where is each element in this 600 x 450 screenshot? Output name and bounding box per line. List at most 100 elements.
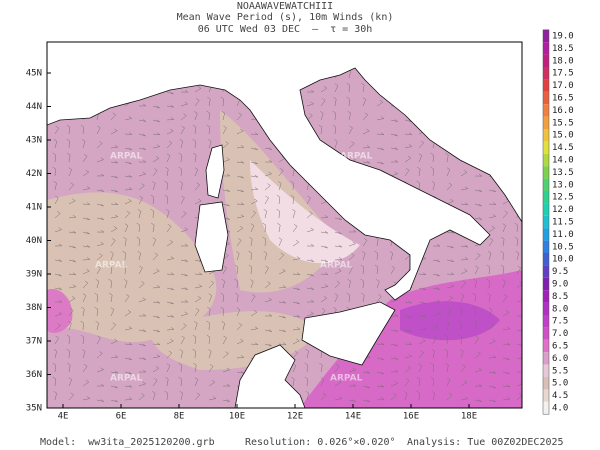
wind-barb <box>180 323 187 331</box>
wind-barb <box>54 259 62 262</box>
wind-barb <box>96 335 101 345</box>
wind-barb <box>110 238 116 247</box>
wind-barb <box>152 354 161 359</box>
wind-barb <box>488 307 493 317</box>
wind-barb <box>138 329 146 332</box>
colorbar-label: 16.5 <box>552 94 574 104</box>
wind-barb <box>96 141 103 149</box>
wind-barb <box>81 139 86 149</box>
wind-barb <box>136 236 140 247</box>
wind-barb <box>404 329 412 333</box>
wind-barb <box>458 306 463 317</box>
wind-barb <box>194 198 202 205</box>
wind-barb <box>110 370 119 374</box>
wind-barb <box>348 399 356 402</box>
wind-barb <box>460 380 468 387</box>
wind-barb <box>264 159 273 163</box>
wind-barb <box>334 396 343 401</box>
watermark: ARPAL <box>95 261 128 271</box>
wind-barb <box>110 128 118 135</box>
sea-region <box>47 192 217 343</box>
wind-barb <box>264 195 269 205</box>
colorbar-label: 13.0 <box>552 180 574 190</box>
lat-label: 43N <box>26 136 42 146</box>
wind-barb <box>374 264 379 275</box>
wind-barb <box>362 385 370 389</box>
wind-barb <box>474 173 483 177</box>
forecast-time: 06 UTC Wed 03 DEC — τ = 30h <box>198 24 373 35</box>
wind-barb <box>68 182 75 191</box>
wind-barb <box>292 287 300 291</box>
colorbar-swatch <box>543 166 549 179</box>
wind-barb <box>250 342 259 345</box>
wind-barb <box>124 279 128 289</box>
wind-barb <box>137 250 141 261</box>
wind-barb <box>53 349 58 359</box>
wind-barb <box>138 183 145 191</box>
wind-barb <box>68 230 77 234</box>
wind-barb <box>390 133 398 137</box>
wind-barb <box>96 229 105 233</box>
wind-barb <box>68 198 76 205</box>
wind-barb <box>460 244 469 248</box>
wind-barb <box>68 296 76 303</box>
wind-barb <box>250 326 259 331</box>
wind-barb <box>180 273 188 277</box>
wind-barb <box>166 363 171 373</box>
wind-barb <box>192 334 197 345</box>
wind-barb <box>362 145 371 149</box>
wind-barb <box>278 285 287 289</box>
wind-barb <box>124 384 133 388</box>
wind-barb <box>152 300 161 304</box>
wind-barb <box>138 195 143 205</box>
wind-barb <box>192 138 196 149</box>
colorbar-swatch <box>543 277 549 291</box>
wind-barb <box>110 189 118 193</box>
wind-barb <box>502 223 507 233</box>
wind-barb <box>208 364 214 373</box>
wind-barb <box>360 278 364 289</box>
wind-barb <box>152 378 158 387</box>
wind-barb <box>68 214 77 219</box>
map-area: ARPAL ARPAL ARPAL ARPAL ARPAL ARPAL ARPAL ARPAL <box>47 42 522 408</box>
wind-barb <box>179 390 183 401</box>
colorbar-label: 19.0 <box>552 32 574 42</box>
colorbar-swatch <box>543 215 549 229</box>
wind-barb <box>376 161 384 165</box>
wind-barb <box>178 152 182 163</box>
wind-barb <box>264 281 271 289</box>
colorbar-label: 18.0 <box>552 56 574 66</box>
wind-barb <box>152 156 160 163</box>
wind-barb <box>445 152 449 163</box>
wind-barb <box>67 362 71 373</box>
colorbar-swatch <box>543 79 549 92</box>
wind-barb <box>473 321 478 331</box>
wind-barb <box>390 313 399 317</box>
wind-barb <box>82 231 90 235</box>
wind-barb <box>82 169 90 177</box>
wind-barb <box>180 311 189 317</box>
wind-barb <box>208 293 213 303</box>
wind-barb <box>320 230 329 234</box>
wind-barb <box>82 186 91 191</box>
wind-barb <box>278 300 287 304</box>
wind-barb <box>138 357 146 360</box>
wind-barb <box>180 195 185 205</box>
wind-barb <box>194 167 199 177</box>
wind-barb <box>264 171 273 177</box>
wind-barb <box>222 173 231 177</box>
wind-barb <box>164 180 168 191</box>
wind-barb <box>404 168 410 177</box>
wind-barb <box>206 110 210 121</box>
wind-barb <box>334 244 343 248</box>
wind-barb <box>446 272 455 275</box>
wind-barb <box>431 181 436 191</box>
land <box>47 42 522 301</box>
wind-barb <box>236 189 244 193</box>
wind-barb <box>179 348 183 359</box>
wind-barb <box>236 175 244 179</box>
wind-barb <box>82 364 88 373</box>
wind-barb <box>234 278 238 289</box>
wind-barb <box>390 329 398 332</box>
wind-barb <box>53 180 57 191</box>
